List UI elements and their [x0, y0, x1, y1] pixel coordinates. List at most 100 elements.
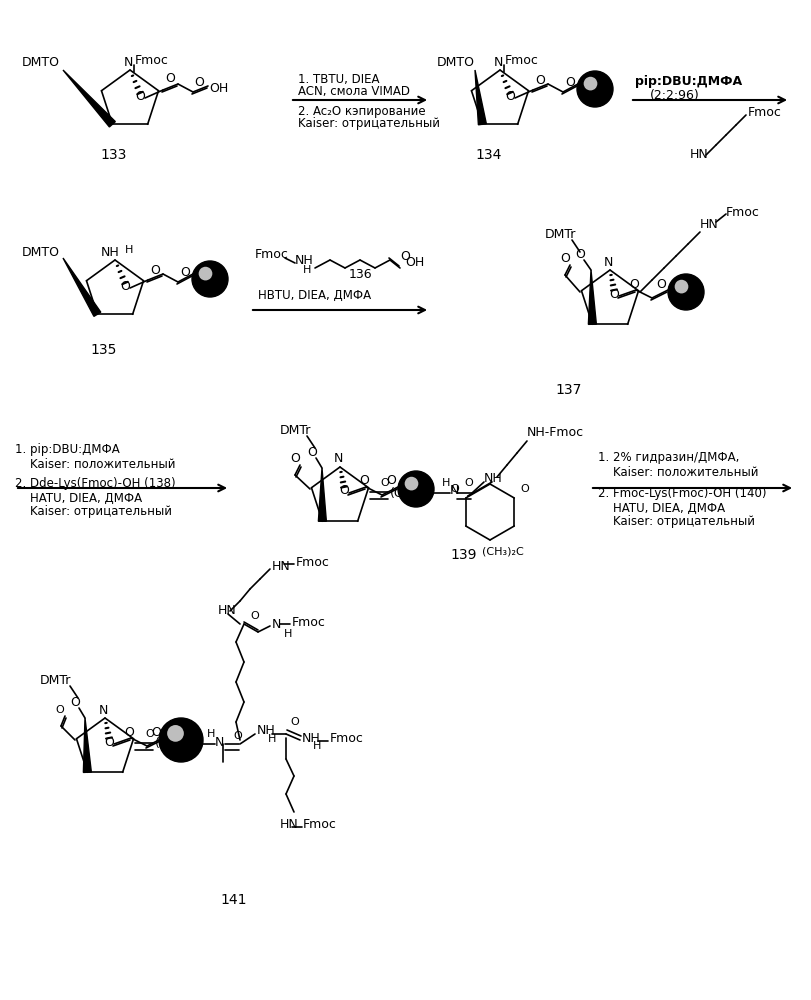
Text: 141: 141: [220, 893, 247, 907]
Text: (CH₃)₂C: (CH₃)₂C: [482, 547, 523, 557]
Text: NH: NH: [257, 724, 276, 738]
Text: 139: 139: [449, 548, 476, 562]
Text: H: H: [312, 741, 321, 751]
Text: O: O: [385, 475, 396, 488]
Text: O: O: [165, 72, 174, 85]
Text: O: O: [145, 729, 153, 739]
Text: O: O: [449, 484, 458, 494]
Text: H: H: [207, 729, 215, 739]
Text: H: H: [441, 478, 450, 488]
Circle shape: [167, 725, 183, 742]
Text: O: O: [55, 705, 64, 715]
Text: O: O: [534, 74, 544, 87]
Text: O: O: [564, 76, 574, 89]
Text: Fmoc: Fmoc: [135, 53, 169, 66]
Text: Fmoc: Fmoc: [747, 106, 781, 119]
Text: N: N: [493, 55, 502, 68]
Text: HN: HN: [217, 603, 237, 616]
Text: 135: 135: [90, 343, 116, 357]
Text: 134: 134: [474, 148, 500, 162]
Text: Fmoc: Fmoc: [329, 732, 363, 746]
Text: O: O: [151, 726, 161, 738]
Text: 1. 2% гидразин/ДМФА,: 1. 2% гидразин/ДМФА,: [597, 452, 739, 464]
Polygon shape: [84, 718, 92, 772]
Text: O: O: [629, 277, 638, 290]
Text: OH: OH: [405, 256, 423, 269]
Text: Kaiser: отрицательный: Kaiser: отрицательный: [15, 506, 172, 518]
Text: O: O: [608, 288, 618, 300]
Text: O: O: [233, 731, 242, 741]
Text: Fmoc: Fmoc: [725, 206, 759, 219]
Text: DMTr: DMTr: [280, 424, 311, 436]
Text: O: O: [574, 247, 584, 260]
Text: O: O: [560, 251, 569, 264]
Text: Kaiser: отрицательный: Kaiser: отрицательный: [298, 117, 440, 130]
Text: O: O: [70, 696, 79, 708]
Text: HBTU, DIEA, ДМФА: HBTU, DIEA, ДМФА: [258, 288, 371, 302]
Text: H: H: [303, 265, 311, 275]
Text: O: O: [519, 484, 528, 494]
Text: H: H: [284, 629, 292, 639]
Text: 136: 136: [348, 268, 371, 282]
Polygon shape: [318, 468, 326, 521]
Circle shape: [667, 274, 703, 310]
Text: NH: NH: [294, 254, 313, 267]
Text: H: H: [125, 245, 133, 255]
Text: 137: 137: [554, 383, 581, 397]
Text: O: O: [400, 249, 410, 262]
Text: HN: HN: [272, 560, 290, 572]
Text: NH-Fmoc: NH-Fmoc: [526, 426, 583, 440]
Text: Fmoc: Fmoc: [292, 615, 325, 629]
Text: Kaiser: отрицательный: Kaiser: отрицательный: [597, 516, 754, 528]
Text: 2. Dde-Lys(Fmoc)-OH (138): 2. Dde-Lys(Fmoc)-OH (138): [15, 478, 175, 490]
Circle shape: [397, 471, 433, 507]
Text: O: O: [380, 478, 388, 488]
Polygon shape: [63, 70, 115, 127]
Text: 2. Ac₂O кэпирование: 2. Ac₂O кэпирование: [298, 105, 425, 118]
Text: DMTO: DMTO: [22, 55, 60, 68]
Text: N: N: [98, 704, 108, 716]
Text: O: O: [135, 91, 144, 104]
Text: NH: NH: [101, 245, 119, 258]
Text: O: O: [180, 265, 190, 278]
Text: NH: NH: [483, 473, 502, 486]
Text: Fmoc: Fmoc: [504, 53, 539, 66]
Text: H: H: [268, 734, 276, 744]
Text: HATU, DIEA, ДМФА: HATU, DIEA, ДМФА: [597, 502, 724, 514]
Text: ACN, смола VIMAD: ACN, смола VIMAD: [298, 86, 410, 99]
Text: N: N: [449, 485, 459, 497]
Text: DMTO: DMTO: [22, 245, 60, 258]
Text: N: N: [123, 55, 132, 68]
Text: DMTr: DMTr: [40, 674, 71, 686]
Text: 1. pip:DBU:ДМФА: 1. pip:DBU:ДМФА: [15, 444, 119, 456]
Text: (CH₂)₅: (CH₂)₅: [389, 487, 427, 499]
Text: O: O: [290, 717, 298, 727]
Circle shape: [674, 280, 688, 293]
Text: N: N: [215, 736, 224, 748]
Polygon shape: [63, 258, 101, 316]
Text: (CH₂)₅: (CH₂)₅: [155, 738, 193, 750]
Circle shape: [159, 718, 203, 762]
Text: O: O: [120, 280, 130, 294]
Text: Fmoc: Fmoc: [296, 556, 329, 568]
Text: HATU, DIEA, ДМФА: HATU, DIEA, ДМФА: [15, 491, 142, 504]
Text: N: N: [333, 452, 342, 466]
Text: DMTO: DMTO: [436, 55, 474, 68]
Text: Kaiser: положительный: Kaiser: положительный: [597, 466, 757, 479]
Text: 133: 133: [100, 148, 127, 162]
Text: O: O: [250, 611, 259, 621]
Text: pip:DBU:ДМФА: pip:DBU:ДМФА: [634, 76, 741, 89]
Text: N: N: [272, 617, 281, 631]
Text: DMTr: DMTr: [544, 229, 576, 241]
Circle shape: [191, 261, 228, 297]
Polygon shape: [474, 70, 486, 125]
Polygon shape: [588, 270, 595, 324]
Text: HN: HN: [689, 148, 708, 161]
Text: 1. TBTU, DIEA: 1. TBTU, DIEA: [298, 74, 379, 87]
Circle shape: [404, 477, 418, 490]
Text: O: O: [150, 263, 160, 276]
Text: O: O: [358, 475, 368, 488]
Text: Fmoc: Fmoc: [255, 248, 289, 261]
Text: HN: HN: [699, 218, 718, 231]
Circle shape: [583, 77, 597, 90]
